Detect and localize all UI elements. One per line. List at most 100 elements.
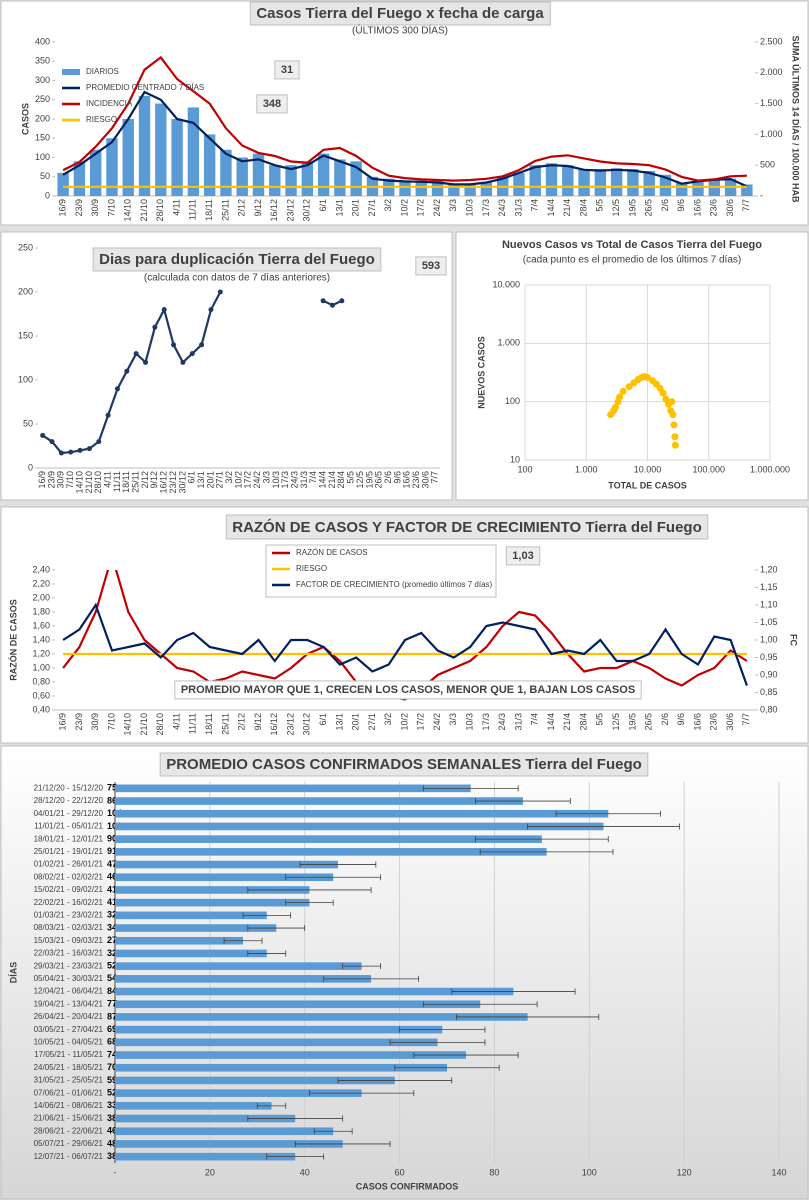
value-label: 47 (107, 859, 117, 869)
chart-subtitle: (ÚLTIMOS 300 DÍAS) (352, 24, 448, 37)
y-tick-label: 14/06/21 - 08/06/21 (34, 1101, 104, 1110)
x-tick-label: 13/1 (196, 471, 206, 489)
x-tick-label: 20/1 (351, 199, 361, 217)
chart-title: PROMEDIO CASOS CONFIRMADOS SEMANALES Tie… (166, 756, 642, 773)
marker (143, 359, 149, 365)
y-tick-label: 10/05/21 - 04/05/21 (34, 1037, 104, 1046)
x-tick-label: 100 (582, 1167, 597, 1177)
bar (187, 107, 200, 196)
bar (252, 153, 265, 196)
x-tick-label: 10/3 (464, 713, 474, 731)
point (670, 421, 678, 429)
x-tick-label: 100.000 (692, 464, 725, 474)
x-tick-label: 26/5 (644, 199, 654, 217)
x-tick-label: 23/12 (285, 713, 295, 736)
marker (320, 298, 326, 304)
panel (455, 231, 809, 501)
x-tick-label: 30/6 (725, 199, 735, 217)
x-tick-label: 4/11 (171, 199, 181, 216)
x-tick-label: 17/3 (280, 471, 290, 489)
bar (594, 169, 607, 196)
x-tick-label: 12/5 (355, 471, 365, 489)
bar (529, 165, 541, 196)
marker (114, 386, 120, 392)
value-label: 87 (107, 1011, 117, 1021)
x-tick-label: 2/12 (140, 471, 150, 489)
x-tick-label: 7/4 (530, 713, 540, 726)
x-tick-label: 40 (300, 1167, 310, 1177)
x-tick-label: 30/6 (725, 713, 735, 731)
value-label: 86 (107, 795, 117, 805)
bar (122, 119, 134, 196)
y-tick-label: 21/06/21 - 15/06/21 (34, 1114, 104, 1123)
x-tick-label: 16/6 (402, 471, 412, 489)
x-tick-label: 30/12 (302, 199, 312, 222)
error-bar (247, 925, 306, 932)
x-tick-label: 2/12 (237, 199, 247, 217)
x-tick-label: 14/10 (123, 199, 133, 222)
value-label: 34 (107, 922, 117, 932)
x-tick-label: 26/5 (644, 713, 654, 731)
y-tick-label: 05/04/21 - 30/03/21 (34, 974, 104, 983)
y2-tick-label: 0,95 (760, 652, 778, 662)
x-axis-title: CASOS CONFIRMADOS (356, 1181, 459, 1191)
x-tick-label: 7/7 (741, 713, 751, 726)
bar (659, 174, 672, 196)
text-box (256, 94, 288, 114)
bar (115, 822, 604, 831)
error-bar (422, 1001, 538, 1008)
chart-title: Dias para duplicación Tierra del Fuego (99, 251, 375, 268)
y-tick-label: 2,00 (32, 592, 50, 602)
y-axis-title: DÍAS (8, 962, 18, 984)
x-tick-label: 20/1 (351, 713, 361, 731)
error-bar (555, 810, 661, 817)
bar (115, 835, 542, 843)
x-tick-label: 19/5 (627, 199, 637, 217)
y-tick-label: 10.000 (492, 279, 520, 289)
y-tick-label: 12/07/21 - 06/07/21 (34, 1152, 104, 1161)
error-bar (475, 836, 609, 843)
value-label: 32 (107, 910, 117, 920)
error-bar (413, 1052, 519, 1059)
panel (0, 745, 809, 1200)
y2-tick-label: 2.000 (760, 67, 783, 77)
x-tick-label: 16/12 (269, 199, 279, 222)
y-tick-label: 26/04/21 - 20/04/21 (34, 1012, 104, 1021)
x-tick-label: 19/5 (627, 713, 637, 731)
error-bar (451, 988, 576, 995)
legend-label: PROMEDIO CENTRADO 7 DÍAS (86, 83, 204, 92)
y-tick-label: 28/06/21 - 22/06/21 (34, 1126, 104, 1135)
x-tick-label: 11/11 (188, 713, 198, 734)
x-tick-label: 5/5 (595, 713, 605, 726)
marker (152, 324, 158, 330)
value-label: 54 (107, 973, 117, 983)
bar (334, 159, 346, 196)
x-tick-label: 20 (205, 1167, 215, 1177)
x-tick-label: 9/12 (149, 471, 159, 489)
y-tick-label: 31/05/21 - 25/05/21 (34, 1076, 104, 1085)
y2-tick-label: 1,15 (760, 582, 778, 592)
value-label: 46 (107, 1126, 117, 1136)
y2-tick-label: 1.000 (760, 129, 783, 139)
chart-title: RAZÓN DE CASOS Y FACTOR DE CRECIMIENTO T… (232, 518, 702, 536)
bar (415, 180, 427, 196)
marker (180, 359, 186, 365)
y-tick-label: 08/02/21 - 02/02/21 (34, 872, 104, 881)
error-bar (337, 1077, 453, 1084)
y2-tick-label: 500 (760, 160, 775, 170)
marker (58, 450, 64, 456)
legend-box (265, 544, 497, 598)
bar (115, 1051, 466, 1059)
x-tick-label: 25/11 (220, 199, 230, 221)
x-tick-label: 2/6 (660, 713, 670, 726)
x-tick-label: 14/4 (546, 713, 556, 731)
x-tick-label: 17/2 (243, 471, 253, 489)
x-tick-label: 2/12 (237, 713, 247, 731)
x-tick-label: 1.000.000 (750, 464, 790, 474)
bar (115, 936, 244, 945)
error-bar (223, 937, 263, 944)
x-tick-label: 140 (771, 1167, 786, 1177)
panel (0, 506, 809, 744)
x-tick-label: 14/4 (546, 199, 556, 217)
value-label: 103 (107, 821, 122, 831)
